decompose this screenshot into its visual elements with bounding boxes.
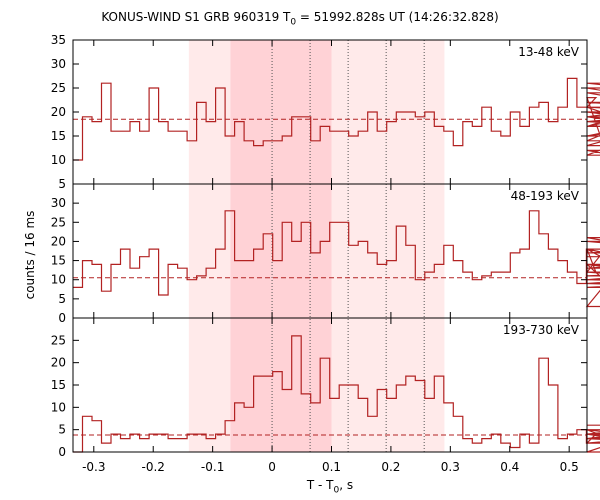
y-tick-label: 10 (51, 153, 66, 167)
y-tick-label: 5 (58, 292, 66, 306)
y-tick-label: 35 (51, 33, 66, 47)
y-axis-label: counts / 16 ms (23, 210, 37, 300)
panel-energy-label: 48-193 keV (511, 189, 580, 203)
shaded-interval-dark (230, 40, 332, 452)
x-tick-label: 0 (268, 460, 276, 474)
y-tick-label: 15 (51, 254, 66, 268)
panel-energy-label: 193-730 keV (503, 323, 580, 337)
y-tick-label: 30 (51, 57, 66, 71)
series-histogram-line (73, 77, 600, 161)
x-tick-label: 0.5 (560, 460, 579, 474)
x-tick-label: -0.3 (82, 460, 105, 474)
y-tick-label: 25 (51, 333, 66, 347)
x-tick-label: 0.1 (322, 460, 341, 474)
chart-title: KONUS-WIND S1 GRB 960319 T0 = 51992.828s… (101, 10, 499, 28)
x-tick-label: 0.2 (381, 460, 400, 474)
x-tick-label: 0.4 (500, 460, 519, 474)
y-tick-label: 25 (51, 215, 66, 229)
y-tick-label: 20 (51, 356, 66, 370)
y-tick-label: 10 (51, 273, 66, 287)
y-tick-label: 20 (51, 105, 66, 119)
series-histogram-line (73, 210, 600, 308)
x-axis-label: T - T0, s (306, 478, 354, 496)
y-tick-label: 25 (51, 81, 66, 95)
y-tick-label: 0 (58, 445, 66, 459)
series-histogram-line (73, 335, 600, 453)
y-tick-label: 15 (51, 378, 66, 392)
y-tick-label: 20 (51, 234, 66, 248)
y-tick-label: 30 (51, 196, 66, 210)
y-tick-label: 5 (58, 177, 66, 191)
x-tick-label: -0.1 (201, 460, 224, 474)
y-tick-label: 15 (51, 129, 66, 143)
y-tick-label: 10 (51, 400, 66, 414)
y-tick-label: 5 (58, 423, 66, 437)
y-tick-label: 0 (58, 311, 66, 325)
x-tick-label: -0.2 (142, 460, 165, 474)
x-tick-label: 0.3 (441, 460, 460, 474)
panel-energy-label: 13-48 keV (518, 45, 580, 59)
